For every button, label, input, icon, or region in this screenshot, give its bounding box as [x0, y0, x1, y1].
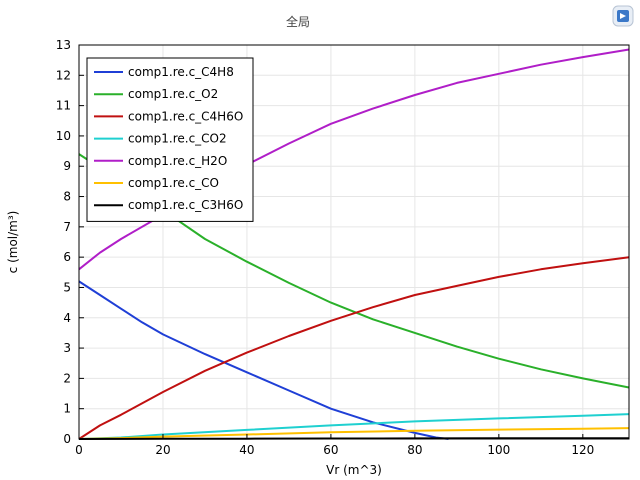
series-line-0	[78, 280, 449, 440]
y-tick-label: 2	[63, 371, 71, 385]
legend-label-1: comp1.re.c_O2	[128, 87, 218, 101]
legend-label-3: comp1.re.c_CO2	[128, 132, 227, 146]
series-line-3	[78, 413, 630, 440]
legend-box	[86, 57, 254, 222]
x-tick-label: 20	[155, 443, 170, 457]
y-axis-label: c (mol/m³)	[6, 211, 20, 274]
legend: comp1.re.c_C4H8 comp1.re.c_O2 comp1.re.c_C…	[86, 57, 254, 222]
plot-frame	[78, 44, 630, 440]
y-tick-label: 6	[63, 250, 71, 264]
app-logo-icon	[612, 5, 634, 27]
y-tick-label: 5	[63, 280, 71, 294]
x-axis-label: Vr (m^3)	[326, 463, 382, 477]
chart-title: 全局	[286, 14, 310, 29]
y-tick-label: 9	[63, 159, 71, 173]
y-tick-label: 0	[63, 432, 71, 446]
y-tick-label: 11	[56, 99, 71, 113]
series-layer	[78, 48, 630, 440]
legend-label-5: comp1.re.c_CO	[128, 176, 219, 190]
x-tick-label: 60	[323, 443, 338, 457]
x-tick-label: 80	[407, 443, 422, 457]
y-tick-label: 7	[63, 220, 71, 234]
y-tick-label: 3	[63, 341, 71, 355]
x-tick-label: 0	[75, 443, 83, 457]
legend-label-4: comp1.re.c_H2O	[128, 154, 227, 168]
y-tick-label: 13	[56, 38, 71, 52]
x-axis-ticks: 0 20 40 60 80 100 120	[75, 434, 594, 457]
y-tick-label: 1	[63, 402, 71, 416]
legend-label-6: comp1.re.c_C3H6O	[128, 198, 243, 212]
x-tick-label: 40	[239, 443, 254, 457]
legend-label-0: comp1.re.c_C4H8	[128, 65, 234, 79]
series-line-4	[78, 48, 630, 271]
series-line-2	[78, 256, 630, 440]
legend-label-2: comp1.re.c_C4H6O	[128, 109, 243, 123]
series-line-5	[78, 427, 630, 440]
x-tick-label: 100	[487, 443, 510, 457]
y-tick-label: 8	[63, 190, 71, 204]
y-tick-label: 10	[56, 129, 71, 143]
y-tick-label: 4	[63, 311, 71, 325]
grid	[78, 44, 629, 440]
y-tick-label: 12	[56, 68, 71, 82]
x-tick-label: 120	[571, 443, 594, 457]
